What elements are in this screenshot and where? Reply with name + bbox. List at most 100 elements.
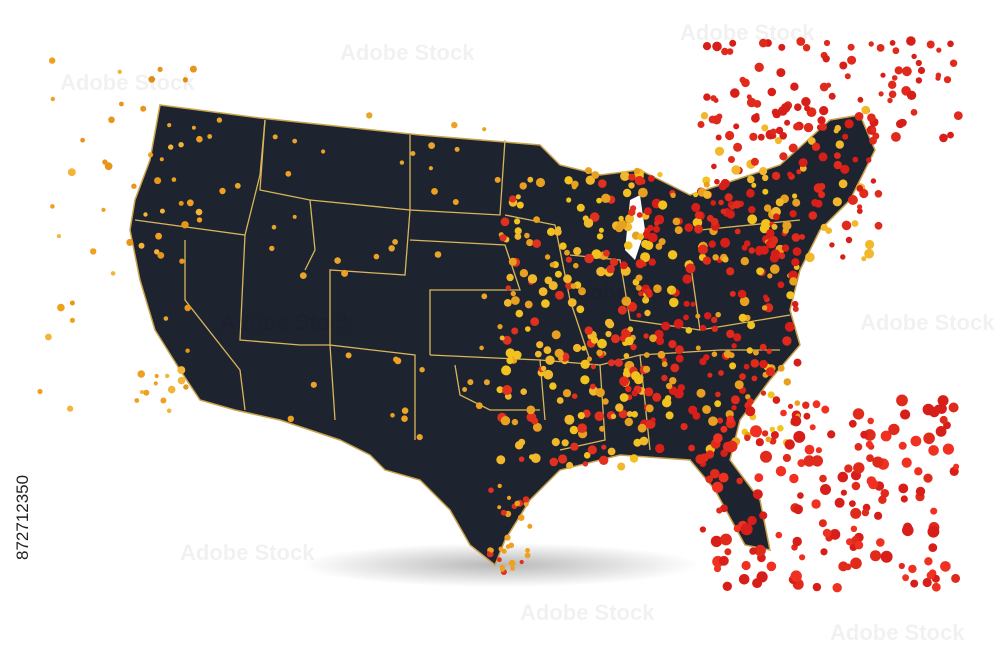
dot (697, 244, 708, 255)
dot (712, 481, 724, 493)
dot (580, 375, 590, 385)
dot (536, 341, 544, 349)
dot (653, 284, 662, 294)
dot (628, 173, 636, 181)
dot (861, 256, 867, 262)
dot (859, 188, 869, 199)
dot (573, 247, 582, 256)
dot (852, 408, 865, 420)
dot (292, 214, 297, 219)
dot (570, 283, 577, 289)
dot (915, 59, 922, 67)
dot (733, 123, 740, 130)
dot (770, 431, 779, 439)
dot (416, 434, 423, 441)
dot (948, 402, 959, 413)
dot (566, 461, 574, 470)
dot (861, 105, 870, 115)
dot (820, 484, 831, 495)
dot (761, 430, 769, 437)
dot (747, 175, 755, 184)
dot (617, 305, 627, 315)
dot (392, 239, 398, 245)
dot (584, 326, 593, 335)
dot (501, 365, 512, 376)
dot (635, 284, 642, 291)
dot (617, 462, 626, 471)
dot (668, 340, 677, 349)
dot (771, 223, 778, 230)
dot (789, 210, 797, 218)
dot (721, 47, 729, 56)
dot (874, 221, 883, 230)
dot (633, 167, 641, 175)
dot (759, 167, 768, 176)
dot (949, 59, 958, 67)
dot (898, 118, 905, 126)
dot (827, 430, 836, 439)
dot (815, 447, 823, 454)
dot (822, 528, 832, 538)
dot (754, 473, 764, 483)
dot (602, 398, 609, 405)
dot (792, 536, 802, 547)
dot (763, 294, 768, 300)
dot (759, 245, 769, 255)
dot (165, 373, 170, 379)
dot (648, 258, 656, 266)
dot (685, 263, 696, 274)
dot (739, 296, 750, 307)
dot (697, 121, 705, 128)
dot (595, 388, 605, 398)
dot (511, 296, 520, 305)
dot (510, 565, 515, 571)
dot (892, 47, 900, 55)
dot (639, 436, 649, 446)
dot (196, 217, 203, 223)
dot (792, 247, 802, 256)
dot (680, 423, 688, 431)
dot (67, 405, 74, 412)
dot (519, 182, 527, 190)
dot (630, 343, 637, 351)
dot (675, 345, 684, 355)
dot (564, 414, 575, 425)
dot (829, 529, 841, 540)
dot (782, 227, 789, 234)
dot (644, 309, 651, 317)
dot (778, 252, 786, 260)
dot (947, 131, 954, 139)
dot (869, 136, 877, 145)
dot (672, 217, 681, 226)
dot (792, 198, 801, 207)
dot (598, 179, 607, 188)
dot (512, 350, 522, 360)
dot (500, 416, 511, 426)
dot (195, 208, 203, 216)
dot (500, 217, 510, 227)
dot (147, 152, 154, 158)
dot (545, 355, 555, 365)
dot (788, 143, 798, 153)
dot (832, 197, 842, 207)
dot (49, 57, 56, 64)
dot (751, 375, 758, 382)
dot (695, 345, 701, 351)
dot (524, 232, 530, 239)
dot (789, 277, 798, 286)
dot (532, 239, 541, 248)
dot (596, 197, 602, 204)
dot (576, 203, 585, 212)
dot (720, 208, 726, 214)
dot (390, 413, 395, 418)
dot (865, 440, 874, 448)
dot (514, 218, 521, 225)
dot (874, 190, 883, 198)
dot (720, 425, 728, 433)
dot (833, 160, 842, 170)
dot (825, 82, 832, 88)
dot (739, 373, 746, 380)
dot (641, 239, 650, 249)
dot (767, 273, 773, 279)
dot (745, 406, 756, 417)
